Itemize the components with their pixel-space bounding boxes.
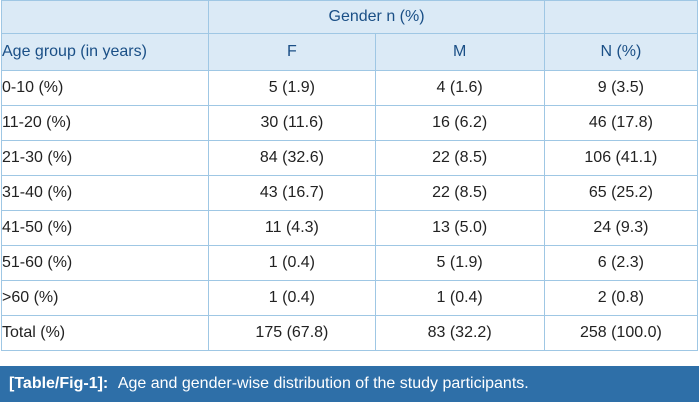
age-cell: 0-10 (%) bbox=[0, 70, 210, 106]
table-row-total: Total (%) 175 (67.8) 83 (32.2) 258 (100.… bbox=[0, 315, 699, 351]
age-cell: Total (%) bbox=[0, 315, 210, 351]
total-cell: 2 (0.8) bbox=[543, 280, 699, 316]
female-cell: 43 (16.7) bbox=[208, 175, 376, 211]
female-cell: 30 (11.6) bbox=[208, 105, 376, 141]
female-cell: 1 (0.4) bbox=[208, 245, 376, 281]
total-cell: 46 (17.8) bbox=[543, 105, 699, 141]
total-cell: 24 (9.3) bbox=[543, 210, 699, 246]
header-total-n: N (%) bbox=[543, 33, 699, 71]
table-row: >60 (%) 1 (0.4) 1 (0.4) 2 (0.8) bbox=[0, 280, 699, 316]
table-row: 31-40 (%) 43 (16.7) 22 (8.5) 65 (25.2) bbox=[0, 175, 699, 211]
female-cell: 84 (32.6) bbox=[208, 140, 376, 176]
male-cell: 4 (1.6) bbox=[374, 70, 545, 106]
table-caption: [Table/Fig-1]: Age and gender-wise distr… bbox=[0, 366, 699, 402]
male-cell: 83 (32.2) bbox=[374, 315, 545, 351]
total-cell: 258 (100.0) bbox=[543, 315, 699, 351]
total-cell: 9 (3.5) bbox=[543, 70, 699, 106]
header-row-1: Gender n (%) bbox=[0, 0, 699, 34]
header-female: F bbox=[208, 33, 376, 71]
total-cell: 6 (2.3) bbox=[543, 245, 699, 281]
caption-text: Age and gender-wise distribution of the … bbox=[117, 375, 529, 392]
total-cell: 65 (25.2) bbox=[543, 175, 699, 211]
age-cell: 41-50 (%) bbox=[0, 210, 210, 246]
female-cell: 11 (4.3) bbox=[208, 210, 376, 246]
male-cell: 16 (6.2) bbox=[374, 105, 545, 141]
header-row-2: Age group (in years) F M N (%) bbox=[0, 33, 699, 71]
table-row: 21-30 (%) 84 (32.6) 22 (8.5) 106 (41.1) bbox=[0, 140, 699, 176]
male-cell: 22 (8.5) bbox=[374, 175, 545, 211]
female-cell: 1 (0.4) bbox=[208, 280, 376, 316]
header-age-spacer bbox=[0, 0, 210, 34]
age-cell: 21-30 (%) bbox=[0, 140, 210, 176]
male-cell: 1 (0.4) bbox=[374, 280, 545, 316]
header-n-spacer bbox=[543, 0, 699, 34]
age-cell: 11-20 (%) bbox=[0, 105, 210, 141]
table-row: 41-50 (%) 11 (4.3) 13 (5.0) 24 (9.3) bbox=[0, 210, 699, 246]
total-cell: 106 (41.1) bbox=[543, 140, 699, 176]
table-row: 11-20 (%) 30 (11.6) 16 (6.2) 46 (17.8) bbox=[0, 105, 699, 141]
header-age-group: Age group (in years) bbox=[0, 33, 210, 71]
male-cell: 22 (8.5) bbox=[374, 140, 545, 176]
table-row: 0-10 (%) 5 (1.9) 4 (1.6) 9 (3.5) bbox=[0, 70, 699, 106]
female-cell: 5 (1.9) bbox=[208, 70, 376, 106]
distribution-table: Gender n (%) Age group (in years) F M N … bbox=[0, 0, 699, 351]
age-cell: >60 (%) bbox=[0, 280, 210, 316]
table-row: 51-60 (%) 1 (0.4) 5 (1.9) 6 (2.3) bbox=[0, 245, 699, 281]
age-cell: 31-40 (%) bbox=[0, 175, 210, 211]
header-gender-group: Gender n (%) bbox=[208, 0, 545, 34]
header-male: M bbox=[374, 33, 545, 71]
caption-reference: [Table/Fig-1]: bbox=[9, 375, 109, 392]
age-cell: 51-60 (%) bbox=[0, 245, 210, 281]
male-cell: 13 (5.0) bbox=[374, 210, 545, 246]
female-cell: 175 (67.8) bbox=[208, 315, 376, 351]
male-cell: 5 (1.9) bbox=[374, 245, 545, 281]
